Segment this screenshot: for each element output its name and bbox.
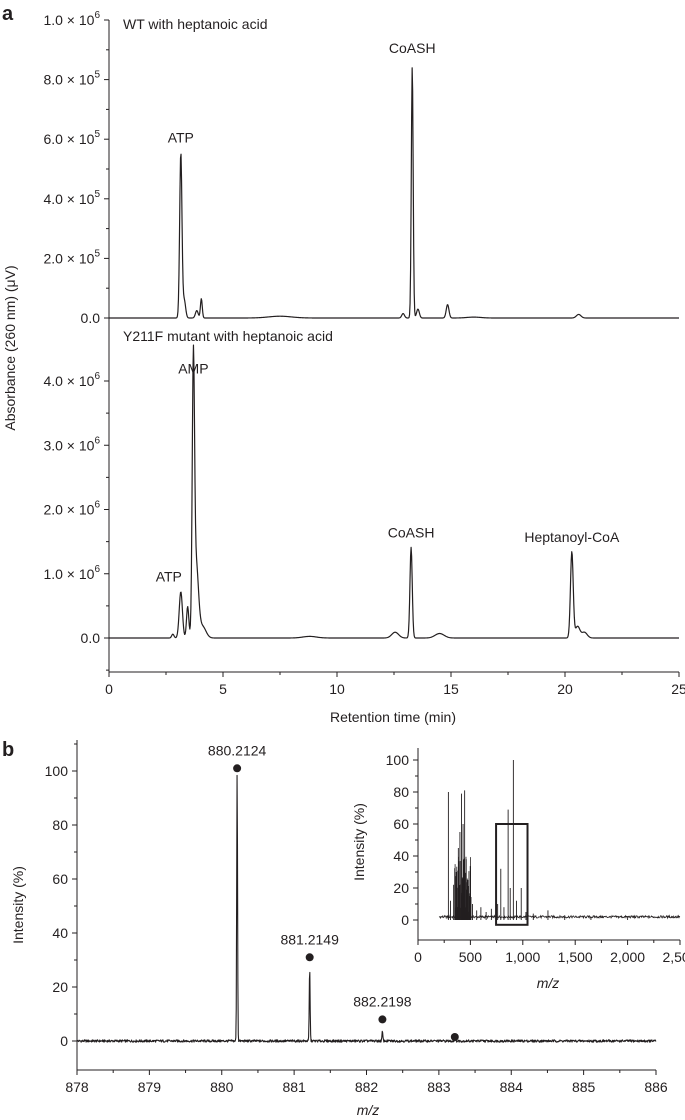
y-tick-label: 2.0 × 106 <box>43 500 100 518</box>
y-tick-exponent: 6 <box>94 435 100 446</box>
x-tick-label: 5 <box>219 681 227 697</box>
y-tick-label: 80 <box>393 784 409 800</box>
chromatogram-trace <box>108 344 680 639</box>
y-tick-exponent: 5 <box>94 70 100 81</box>
peak-label: CoASH <box>389 40 436 56</box>
main-intensity-axis-label: Intensity (%) <box>10 866 26 944</box>
x-tick-label: 881 <box>282 1079 306 1095</box>
inset-mz-axis-label: m/z <box>537 975 560 991</box>
x-tick-label: 885 <box>572 1079 596 1095</box>
x-tick-label: 882 <box>355 1079 379 1095</box>
y-tick-label: 80 <box>52 817 68 833</box>
absorbance-axis-label: Absorbance (260 nm) (μV) <box>2 265 18 430</box>
chart-y211f: 0.0 1.0 × 106 2.0 × 106 3.0 × 106 4.0 × 106 0… <box>43 20 685 697</box>
chromatogram-trace <box>108 67 680 319</box>
y-tick-label: 0.0 <box>81 310 101 326</box>
x-tick-label: 0 <box>414 949 422 965</box>
isotope-marker <box>305 953 314 962</box>
y-tick-label: 2.0 × 105 <box>43 248 100 266</box>
y-tick-label: 100 <box>386 752 410 768</box>
y-tick-exponent: 6 <box>94 10 100 21</box>
y-tick-label: 0.0 <box>81 630 101 646</box>
chart-mass-spectrum: 0 20 40 60 80 100 878 879 880 881 882 883 884 885 886 8… <box>45 740 668 1095</box>
peak-label: Heptanoyl-CoA <box>524 529 620 545</box>
peak-label: CoASH <box>388 524 435 540</box>
x-tick-label: 0 <box>105 681 113 697</box>
x-tick-label: 1,500 <box>558 949 593 965</box>
x-tick-label: 2,000 <box>610 949 645 965</box>
peak-mz-label: 880.2124 <box>208 742 267 758</box>
x-tick-label: 883 <box>427 1079 451 1095</box>
spectrum-trace <box>76 774 657 1043</box>
inset-intensity-axis-label: Intensity (%) <box>351 803 367 881</box>
x-tick-label: 500 <box>459 949 483 965</box>
peak-label: ATP <box>168 130 194 146</box>
x-tick-label: 878 <box>65 1079 89 1095</box>
inset-baseline <box>438 914 681 920</box>
series-title-wt: WT with heptanoic acid <box>123 16 267 32</box>
isotope-marker <box>378 1015 387 1024</box>
y-tick-label: 6.0 × 105 <box>43 129 100 147</box>
x-tick-label: 886 <box>644 1079 668 1095</box>
chart-wt: 0.0 2.0 × 105 4.0 × 105 6.0 × 105 8.0 × 105 1… <box>43 10 680 326</box>
main-mz-axis-label: m/z <box>357 1102 380 1118</box>
chart-inset-spectrum: 0 20 40 60 80 100 0 500 1,000 1,500 2,000 2,500 <box>386 748 685 965</box>
x-tick-label: 1,000 <box>505 949 540 965</box>
x-tick-label: 15 <box>443 681 459 697</box>
y-tick-label: 0 <box>60 1033 68 1049</box>
y-tick-label: 20 <box>393 880 409 896</box>
y-tick-exponent: 6 <box>94 371 100 382</box>
peak-mz-label: 882.2198 <box>353 993 412 1009</box>
peak-label: ATP <box>156 569 182 585</box>
y-tick-label: 1.0 × 106 <box>43 10 100 28</box>
y-tick-label: 40 <box>393 848 409 864</box>
isotope-marker <box>233 764 242 773</box>
peak-mz-label: 881.2149 <box>280 931 339 947</box>
x-tick-label: 25 <box>671 681 685 697</box>
x-tick-label: 20 <box>557 681 573 697</box>
y-tick-exponent: 6 <box>94 564 100 575</box>
y-tick-label: 4.0 × 105 <box>43 189 100 207</box>
x-tick-label: 880 <box>210 1079 234 1095</box>
x-tick-label: 879 <box>138 1079 162 1095</box>
y-tick-label: 0 <box>401 912 409 928</box>
x-tick-label: 10 <box>329 681 345 697</box>
y-tick-label: 1.0 × 106 <box>43 564 100 582</box>
y-tick-exponent: 5 <box>94 248 100 259</box>
y-tick-label: 8.0 × 105 <box>43 70 100 88</box>
series-title-y211f: Y211F mutant with heptanoic acid <box>123 328 333 344</box>
isotope-marker <box>450 1032 459 1041</box>
x-tick-label: 884 <box>500 1079 524 1095</box>
y-tick-exponent: 5 <box>94 189 100 200</box>
y-tick-label: 3.0 × 106 <box>43 435 100 453</box>
y-tick-exponent: 6 <box>94 500 100 511</box>
y-tick-label: 60 <box>393 816 409 832</box>
y-tick-label: 100 <box>45 763 69 779</box>
panel-letter-b: b <box>2 739 14 761</box>
y-tick-exponent: 5 <box>94 129 100 140</box>
y-tick-label: 40 <box>52 925 68 941</box>
peak-label: AMP <box>178 360 208 376</box>
retention-time-axis-label: Retention time (min) <box>330 709 456 725</box>
y-tick-label: 20 <box>52 979 68 995</box>
y-tick-label: 4.0 × 106 <box>43 371 100 389</box>
x-tick-label: 2,500 <box>662 949 685 965</box>
panel-letter-a: a <box>2 3 14 25</box>
zoom-region-box <box>495 823 529 926</box>
y-tick-label: 60 <box>52 871 68 887</box>
